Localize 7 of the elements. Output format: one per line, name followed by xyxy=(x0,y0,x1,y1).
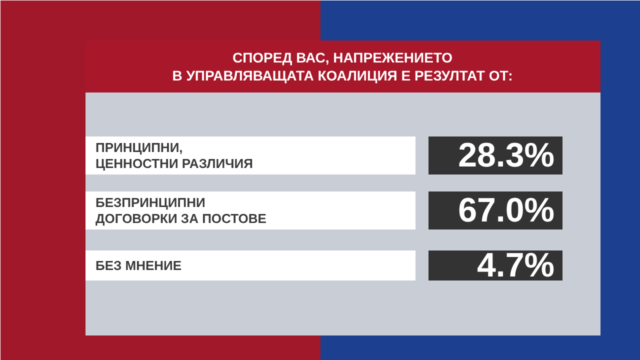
text: СПОРЕД ВАС, НАПРЕЖЕНИЕТО В УПРАВЛЯВАЩАТА КОАЛИЦИЯ Е РЕЗУЛТАТ ОТ: xyxy=(172,50,513,84)
data-label: 4.7% xyxy=(477,246,555,284)
category-label: ПРИНЦИПНИ, ЦЕННОСТНИ РАЗЛИЧИЯ xyxy=(96,140,253,171)
data-label: 67.0% xyxy=(458,192,554,230)
category-label: БЕЗПРИНЦИПНИ ДОГОВОРКИ ЗА ПОСТОВЕ xyxy=(96,195,267,226)
data-label: 28.3% xyxy=(458,136,554,174)
category-label: БЕЗ МНЕНИЕ xyxy=(96,258,182,273)
